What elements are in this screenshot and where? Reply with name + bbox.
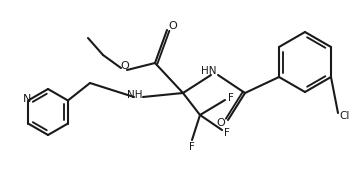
Text: F: F (189, 142, 195, 152)
Text: O: O (120, 61, 129, 71)
Text: HN: HN (201, 66, 217, 76)
Text: O: O (217, 118, 225, 128)
Text: NH: NH (127, 90, 143, 100)
Text: F: F (228, 93, 234, 103)
Text: O: O (169, 21, 177, 31)
Text: Cl: Cl (340, 111, 350, 121)
Text: F: F (224, 128, 230, 138)
Text: N: N (23, 94, 31, 104)
